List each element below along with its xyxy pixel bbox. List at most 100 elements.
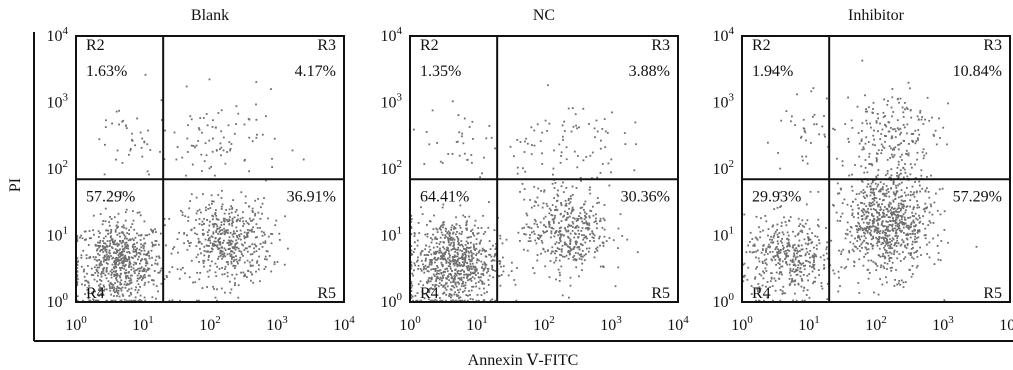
- scatter-point: [198, 218, 201, 220]
- scatter-point: [601, 226, 604, 229]
- scatter-point: [621, 235, 624, 237]
- scatter-point: [463, 262, 466, 265]
- scatter-point: [894, 136, 897, 138]
- scatter-point: [766, 253, 769, 255]
- scatter-point: [468, 290, 470, 292]
- scatter-point: [878, 190, 880, 193]
- scatter-point: [244, 273, 246, 276]
- scatter-point: [439, 241, 442, 243]
- scatter-point: [486, 291, 488, 293]
- scatter-point: [536, 259, 539, 262]
- scatter-point: [860, 243, 863, 246]
- scatter-point: [445, 227, 447, 230]
- scatter-point: [904, 108, 906, 111]
- scatter-point: [435, 237, 437, 240]
- scatter-point: [459, 299, 462, 302]
- scatter-point: [199, 272, 202, 274]
- scatter-point: [865, 205, 868, 208]
- scatter-point: [143, 258, 146, 261]
- scatter-point: [575, 258, 578, 261]
- scatter-point: [97, 236, 100, 238]
- scatter-point: [882, 253, 884, 255]
- scatter-point: [443, 284, 446, 287]
- scatter-point: [82, 299, 84, 302]
- scatter-point: [219, 251, 222, 254]
- scatter-point: [903, 216, 906, 219]
- scatter-point: [598, 237, 600, 240]
- scatter-point: [902, 281, 905, 284]
- scatter-point: [554, 232, 556, 235]
- scatter-point: [480, 253, 483, 255]
- scatter-point: [156, 262, 159, 265]
- scatter-point: [483, 292, 486, 295]
- scatter-point: [845, 266, 848, 268]
- scatter-point: [232, 232, 235, 235]
- scatter-point: [452, 278, 455, 280]
- scatter-point: [118, 295, 121, 298]
- scatter-point: [782, 246, 785, 249]
- scatter-point: [817, 191, 820, 193]
- scatter-point: [597, 197, 599, 199]
- scatter-point: [937, 234, 939, 237]
- scatter-point: [872, 208, 875, 210]
- scatter-point: [910, 225, 912, 228]
- scatter-point: [426, 270, 429, 272]
- scatter-point: [252, 264, 254, 267]
- scatter-point: [770, 277, 773, 280]
- scatter-point: [908, 228, 910, 230]
- scatter-point: [763, 259, 766, 262]
- scatter-point: [145, 260, 148, 263]
- scatter-point: [471, 285, 473, 288]
- scatter-point: [224, 268, 226, 270]
- scatter-point: [906, 243, 909, 245]
- scatter-point: [243, 237, 246, 240]
- scatter-point: [205, 206, 207, 209]
- scatter-point: [454, 299, 457, 302]
- scatter-point: [112, 256, 114, 259]
- scatter-point: [464, 260, 466, 263]
- scatter-point: [205, 154, 208, 157]
- scatter-point: [914, 181, 916, 183]
- scatter-point: [237, 237, 240, 240]
- scatter-point: [231, 224, 234, 227]
- scatter-point: [844, 123, 847, 125]
- scatter-point: [446, 270, 449, 273]
- scatter-point: [109, 236, 112, 239]
- scatter-point: [224, 249, 227, 251]
- scatter-point: [563, 256, 566, 258]
- scatter-point: [555, 259, 557, 262]
- scatter-point: [867, 277, 870, 280]
- figure-frame: PI Annexin Ⅴ-FITC: [7, 32, 1013, 369]
- scatter-point: [483, 267, 485, 270]
- scatter-point: [240, 250, 243, 253]
- scatter-point: [779, 249, 782, 252]
- region-percent-r3: 3.88%: [629, 63, 670, 80]
- scatter-point: [596, 249, 599, 252]
- scatter-point: [453, 254, 456, 257]
- scatter-point: [910, 223, 913, 226]
- scatter-point: [129, 148, 132, 150]
- scatter-point: [152, 243, 154, 246]
- scatter-point: [599, 172, 602, 174]
- scatter-point: [975, 245, 978, 248]
- scatter-point: [468, 247, 471, 249]
- scatter-point: [863, 202, 866, 205]
- scatter-point: [463, 273, 465, 276]
- scatter-point: [436, 269, 439, 272]
- scatter-point: [604, 146, 607, 148]
- scatter-point: [237, 262, 239, 265]
- scatter-point: [203, 250, 206, 252]
- scatter-point: [885, 192, 888, 195]
- scatter-point: [537, 187, 540, 190]
- scatter-point: [475, 254, 477, 257]
- scatter-point: [912, 132, 914, 135]
- scatter-point: [877, 219, 880, 221]
- scatter-point: [883, 98, 885, 101]
- scatter-point: [221, 246, 223, 249]
- scatter-point: [127, 247, 130, 250]
- scatter-point: [216, 299, 218, 302]
- scatter-point: [907, 234, 909, 236]
- scatter-point: [102, 284, 105, 287]
- scatter-point: [900, 131, 902, 134]
- scatter-point: [857, 216, 860, 219]
